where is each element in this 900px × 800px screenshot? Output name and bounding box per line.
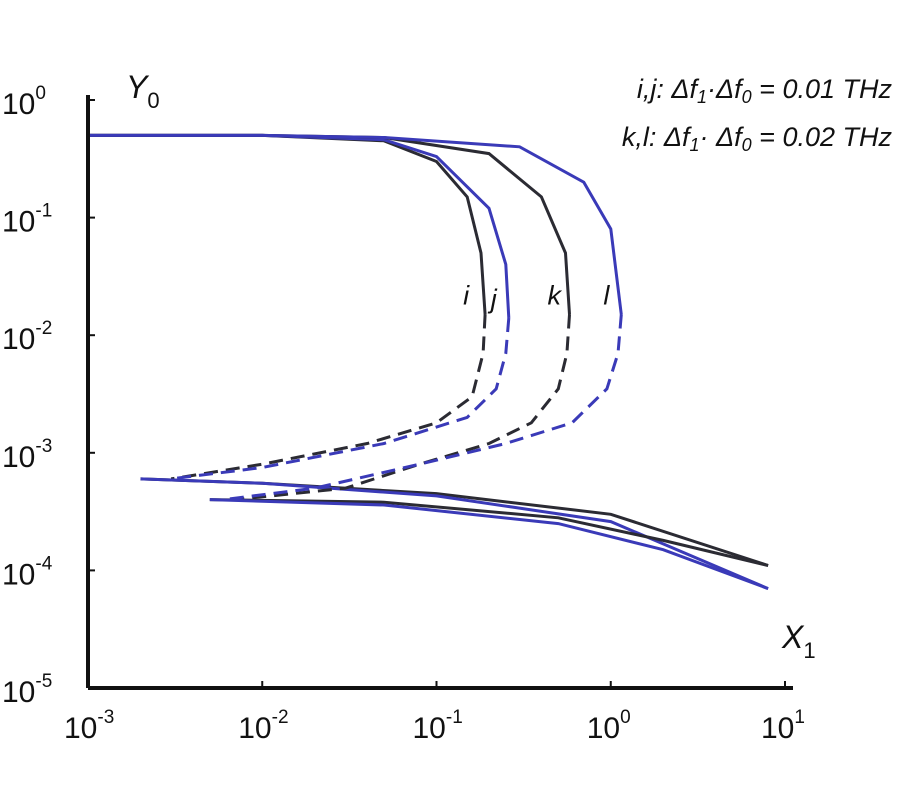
series-l-dashed-branch — [223, 314, 623, 502]
series-i-upper-branch — [88, 133, 487, 315]
curve-label-j: j — [487, 284, 498, 314]
x-tick-label: 101 — [761, 707, 805, 745]
labels-layer: Y0 X1 — [126, 69, 816, 663]
annotation-ij: i,j: Δf1·Δf0 = 0.01 THz — [636, 74, 892, 107]
annotation-kl: k,l: Δf1· Δf0 = 0.02 THz — [621, 122, 892, 155]
x-axis-label: X1 — [781, 619, 816, 663]
y-tick-label: 10-2 — [2, 318, 52, 356]
series-k-dashed-branch — [235, 314, 571, 502]
y-tick-label: 100 — [2, 83, 46, 121]
y-tick-label: 10-4 — [2, 553, 53, 591]
series-j-dashed-branch — [170, 317, 511, 481]
y-axis-label: Y0 — [126, 69, 160, 113]
series-k-lower-branch — [209, 498, 769, 567]
series-k-upper-branch — [88, 133, 571, 315]
curve-label-l: l — [603, 280, 610, 310]
series-l-upper-branch — [88, 133, 623, 315]
x-tick-label: 10-3 — [64, 707, 114, 745]
curve-label-i: i — [463, 280, 470, 310]
x-tick-label: 10-2 — [238, 707, 288, 745]
curve-label-k: k — [548, 280, 563, 310]
y-tick-label: 10-3 — [2, 436, 52, 474]
series-i-dashed-branch — [170, 314, 487, 481]
series-j-lower-branch — [140, 477, 769, 590]
x-tick-label: 100 — [587, 707, 631, 745]
ticks-layer: 10-3 10-2 10-1 100 101 100 10-1 10-2 10-3 10-4 10-… — [2, 83, 805, 745]
y-tick-label: 10-1 — [2, 201, 52, 239]
series-l-lower-branch — [209, 498, 769, 591]
x-tick-label: 10-1 — [413, 707, 463, 745]
y-tick-label: 10-5 — [2, 671, 52, 709]
series-j-upper-branch — [88, 133, 511, 319]
